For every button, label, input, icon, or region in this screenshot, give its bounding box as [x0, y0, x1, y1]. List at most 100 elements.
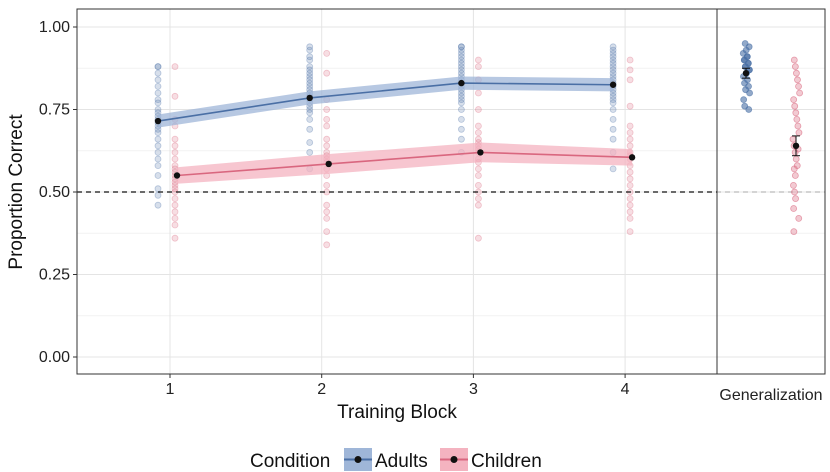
legend-title: Condition [250, 451, 330, 472]
individual-point-children [323, 69, 331, 77]
gen-individual-point-adults [741, 40, 749, 47]
mean-point-children [325, 160, 332, 168]
individual-point-adults [457, 43, 465, 51]
individual-point-adults [457, 66, 465, 74]
x-tick-label: 2 [317, 381, 326, 398]
individual-point-adults [306, 63, 314, 70]
gen-individual-point-children [791, 63, 799, 70]
individual-point-children [323, 135, 331, 143]
individual-point-adults [457, 96, 465, 103]
individual-point-children [171, 221, 179, 229]
series-line-adults [157, 82, 614, 122]
mean-point-children [173, 172, 181, 179]
individual-point-adults [306, 125, 314, 133]
gen-individual-point-children [792, 109, 800, 117]
gen-individual-point-children [793, 116, 801, 123]
individual-point-adults [154, 106, 162, 113]
individual-point-adults [154, 63, 162, 70]
individual-point-children [626, 66, 634, 74]
individual-point-children [474, 165, 482, 173]
individual-point-children [474, 234, 482, 242]
gen-individual-point-children [795, 83, 802, 90]
individual-point-children [323, 228, 331, 236]
individual-point-adults [457, 46, 465, 54]
individual-point-children [474, 56, 482, 64]
individual-point-children [474, 181, 482, 189]
mean-point-children [628, 154, 636, 161]
y-tick-label: 0.75 [39, 102, 70, 119]
gen-individual-point-children [795, 129, 803, 137]
mean-point-adults [306, 94, 313, 102]
individual-point-children [323, 201, 331, 209]
individual-point-adults [457, 89, 465, 97]
individual-point-children [323, 50, 331, 57]
individual-point-children [626, 201, 634, 209]
individual-point-adults [457, 92, 465, 100]
individual-point-adults [609, 165, 617, 173]
individual-point-children [626, 228, 634, 236]
legend-marker-adults [354, 456, 362, 463]
individual-point-adults [609, 43, 617, 51]
individual-point-children [323, 181, 331, 189]
individual-point-adults [609, 125, 617, 133]
axes-text: Proportion Correct Training Block Genera… [6, 114, 823, 423]
gen-mean-point-children [792, 142, 800, 149]
individual-point-adults [306, 148, 314, 156]
individual-point-children [323, 116, 331, 123]
individual-point-adults [306, 43, 314, 51]
ci-band-adults [158, 76, 614, 128]
individual-point-adults [154, 148, 162, 156]
legend-marker-children [450, 456, 458, 463]
individual-point-adults [154, 185, 162, 193]
individual-point-adults [154, 191, 162, 199]
individual-point-adults [154, 96, 162, 103]
individual-point-adults [609, 69, 617, 77]
individual-point-adults [609, 99, 617, 107]
individual-point-adults [154, 63, 162, 70]
individual-point-children [626, 135, 634, 143]
individual-point-adults [457, 63, 465, 70]
y-tick-label: 0.00 [39, 349, 70, 366]
generalization-panel [716, 8, 826, 375]
gen-individual-point-children [790, 96, 798, 103]
individual-point-children [474, 63, 482, 70]
mean-point-adults [458, 79, 465, 87]
generalization-panel-border [716, 8, 826, 375]
individual-point-children [626, 122, 634, 130]
individual-point-children [323, 106, 331, 113]
individual-point-adults [154, 155, 162, 163]
individual-point-children [626, 175, 634, 183]
y-axis-title: Proportion Correct [6, 114, 27, 270]
individual-point-children [626, 102, 634, 110]
generalization-label: Generalization [719, 387, 822, 404]
individual-point-adults [306, 46, 314, 54]
legend-item-children: Children [440, 448, 542, 472]
gen-individual-point-children [795, 214, 803, 222]
individual-point-children [474, 135, 482, 143]
y-tick-label: 0.25 [39, 267, 70, 284]
y-tick-label: 0.50 [39, 184, 70, 201]
individual-point-adults [609, 96, 617, 103]
individual-point-adults [306, 139, 314, 146]
gen-mean-point-adults [742, 70, 750, 77]
individual-point-adults [154, 142, 162, 150]
individual-point-adults [306, 53, 314, 61]
individual-point-adults [154, 162, 162, 170]
individual-point-adults [457, 56, 465, 64]
individual-point-adults [609, 50, 617, 57]
individual-point-children [626, 181, 634, 189]
individual-point-children [626, 56, 634, 64]
individual-point-children [171, 148, 179, 156]
individual-point-children [626, 214, 634, 222]
individual-point-children [171, 63, 179, 70]
individual-point-adults [457, 125, 465, 133]
x-tick-label: 1 [166, 381, 175, 398]
individual-point-adults [609, 116, 617, 123]
gen-individual-point-children [792, 195, 799, 203]
individual-point-adults [154, 99, 162, 107]
gen-individual-point-children [791, 102, 799, 110]
legend-item-adults: Adults [344, 448, 428, 472]
individual-point-adults [457, 116, 465, 123]
individual-point-children [171, 135, 179, 143]
